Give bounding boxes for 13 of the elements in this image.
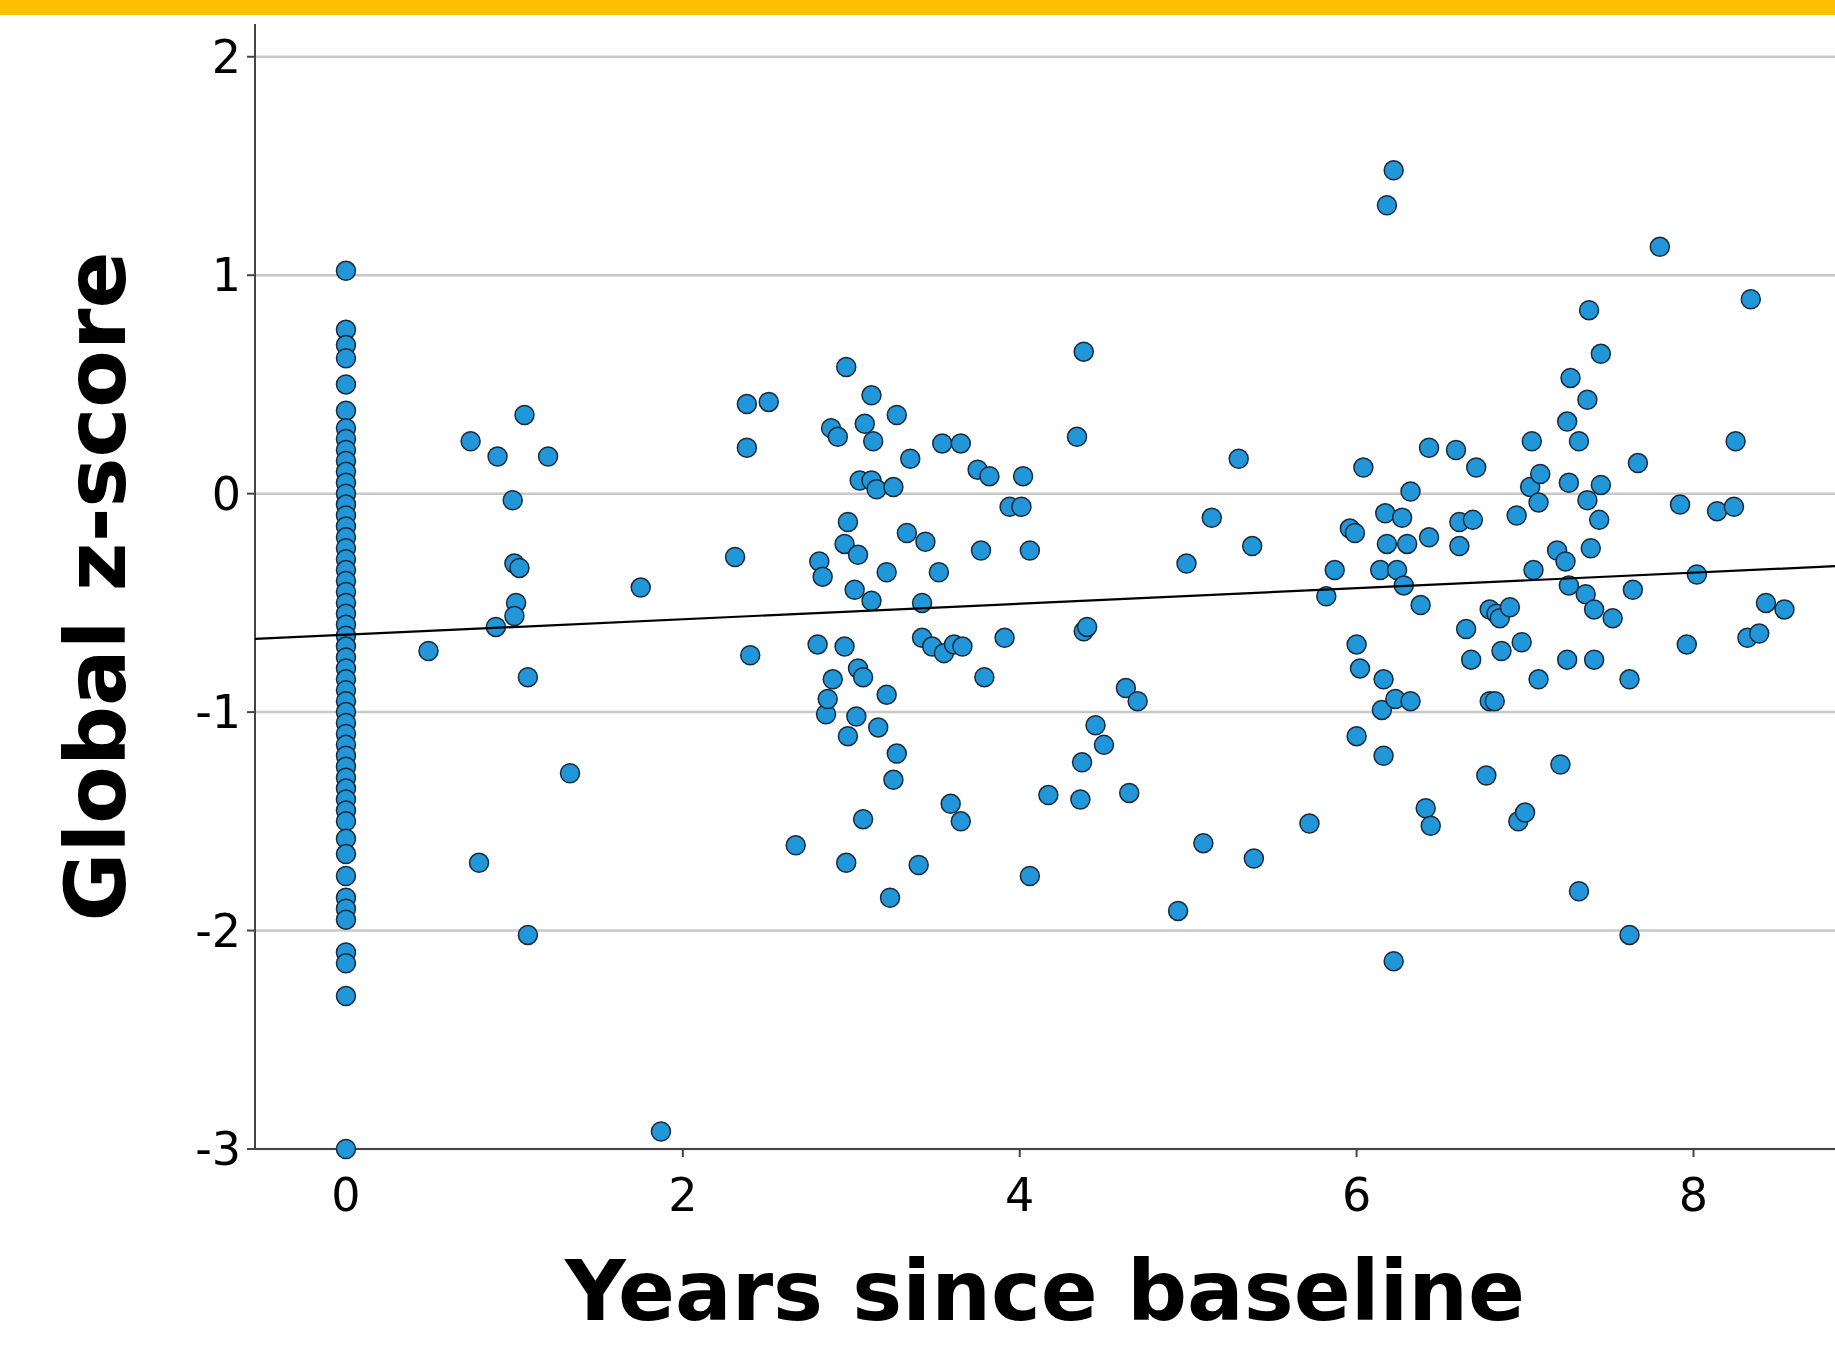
y-tick-label: -1 <box>195 685 241 740</box>
x-tick-label: 2 <box>668 1168 698 1222</box>
y-axis-title: Global z-score <box>47 251 145 922</box>
y-tick-label: 0 <box>211 466 241 521</box>
x-tick-label: 0 <box>331 1168 361 1222</box>
x-tick-label: 6 <box>1341 1168 1372 1222</box>
x-axis-title: Years since baseline <box>563 1242 1526 1340</box>
y-tick-label: 1 <box>211 248 241 303</box>
x-tick-label: 4 <box>1005 1168 1035 1222</box>
y-tick-label: -3 <box>195 1122 241 1177</box>
y-tick-label: 2 <box>211 29 241 84</box>
x-tick-label: 8 <box>1678 1168 1709 1222</box>
y-tick-label: -2 <box>195 903 241 958</box>
